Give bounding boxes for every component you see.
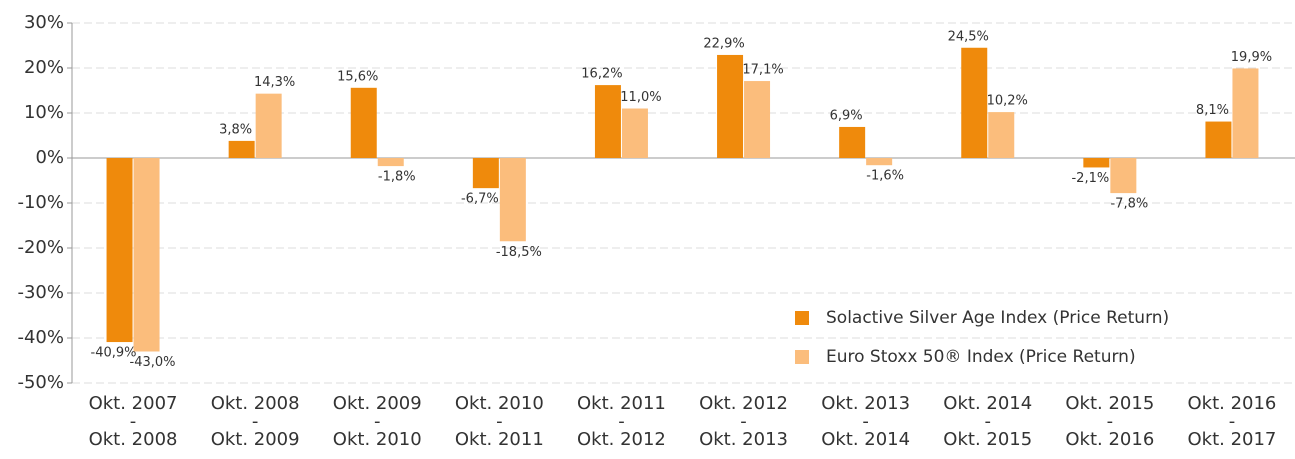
bar <box>961 47 988 158</box>
x-tick-label: - <box>862 411 869 432</box>
bar <box>621 108 648 158</box>
value-label: -1,8% <box>378 170 416 185</box>
value-label: 6,9% <box>830 108 863 123</box>
value-label: -1,6% <box>866 169 904 184</box>
x-tick-label: Okt. 2008 <box>211 393 300 414</box>
bar <box>472 158 499 189</box>
bar <box>1232 68 1259 158</box>
value-label: -2,1% <box>1071 171 1109 186</box>
y-tick-label: -10% <box>17 192 64 213</box>
legend-label: Euro Stoxx 50® Index (Price Return) <box>826 347 1136 367</box>
x-tick-label: Okt. 2012 <box>699 393 788 414</box>
x-tick-label: - <box>130 411 137 432</box>
value-label: 8,1% <box>1196 103 1229 118</box>
y-tick-label: 10% <box>24 102 64 123</box>
x-tick-label: Okt. 2015 <box>1065 393 1154 414</box>
x-tick-label: Okt. 2013 <box>821 393 910 414</box>
value-label: -7,8% <box>1110 197 1148 212</box>
bar <box>377 158 404 167</box>
x-tick-label: - <box>985 411 992 432</box>
bar <box>133 158 160 352</box>
value-label: 14,3% <box>254 75 295 90</box>
y-tick-label: -30% <box>17 282 64 303</box>
value-label: 11,0% <box>620 90 661 105</box>
bar <box>866 158 893 166</box>
x-tick-label: - <box>1229 411 1236 432</box>
legend-swatch <box>795 311 809 325</box>
bar <box>988 112 1015 158</box>
value-label: 24,5% <box>948 29 989 44</box>
bar <box>1110 158 1137 194</box>
bar <box>255 93 282 158</box>
bar <box>717 54 744 159</box>
value-label: 22,9% <box>703 36 744 51</box>
x-tick-label: Okt. 2009 <box>211 429 300 450</box>
x-tick-label: Okt. 2016 <box>1065 429 1154 450</box>
value-label: 3,8% <box>219 122 252 137</box>
bar <box>744 81 771 158</box>
x-tick-label: Okt. 2016 <box>1187 393 1276 414</box>
x-tick-label: - <box>618 411 625 432</box>
x-tick-label: - <box>252 411 259 432</box>
value-label: -43,0% <box>130 355 176 370</box>
legend-label: Solactive Silver Age Index (Price Return… <box>826 308 1169 328</box>
value-label: 17,1% <box>742 63 783 78</box>
y-tick-label: 0% <box>35 147 64 168</box>
bar <box>1083 158 1110 168</box>
bar <box>106 158 133 343</box>
bar <box>1205 121 1232 158</box>
bar <box>839 126 866 158</box>
legend-swatch <box>795 350 809 364</box>
y-tick-label: -50% <box>17 372 64 393</box>
bar <box>499 158 526 242</box>
x-tick-label: Okt. 2017 <box>1187 429 1276 450</box>
x-tick-label: Okt. 2008 <box>89 429 178 450</box>
value-label: 19,9% <box>1231 50 1272 65</box>
x-tick-label: Okt. 2015 <box>943 429 1032 450</box>
x-tick-label: Okt. 2013 <box>699 429 788 450</box>
value-label: -40,9% <box>91 346 137 361</box>
x-tick-label: - <box>740 411 747 432</box>
x-tick-label: - <box>1107 411 1114 432</box>
value-label: 16,2% <box>581 67 622 82</box>
x-tick-label: Okt. 2010 <box>455 393 544 414</box>
x-tick-label: Okt. 2009 <box>333 393 422 414</box>
y-tick-label: 30% <box>24 12 64 33</box>
value-label: -6,7% <box>461 192 499 207</box>
x-tick-label: Okt. 2007 <box>89 393 178 414</box>
bar <box>228 140 255 158</box>
x-tick-label: Okt. 2010 <box>333 429 422 450</box>
y-tick-label: 20% <box>24 57 64 78</box>
y-tick-label: -40% <box>17 327 64 348</box>
bar <box>350 87 377 158</box>
value-label: -18,5% <box>496 245 542 260</box>
x-tick-label: Okt. 2012 <box>577 429 666 450</box>
x-tick-label: Okt. 2014 <box>821 429 910 450</box>
value-label: 15,6% <box>337 69 378 84</box>
x-tick-label: - <box>496 411 503 432</box>
y-tick-label: -20% <box>17 237 64 258</box>
x-tick-label: Okt. 2011 <box>577 393 666 414</box>
bar <box>594 85 621 158</box>
x-tick-label: - <box>374 411 381 432</box>
value-label: 10,2% <box>987 94 1028 109</box>
x-tick-label: Okt. 2011 <box>455 429 544 450</box>
x-tick-label: Okt. 2014 <box>943 393 1032 414</box>
